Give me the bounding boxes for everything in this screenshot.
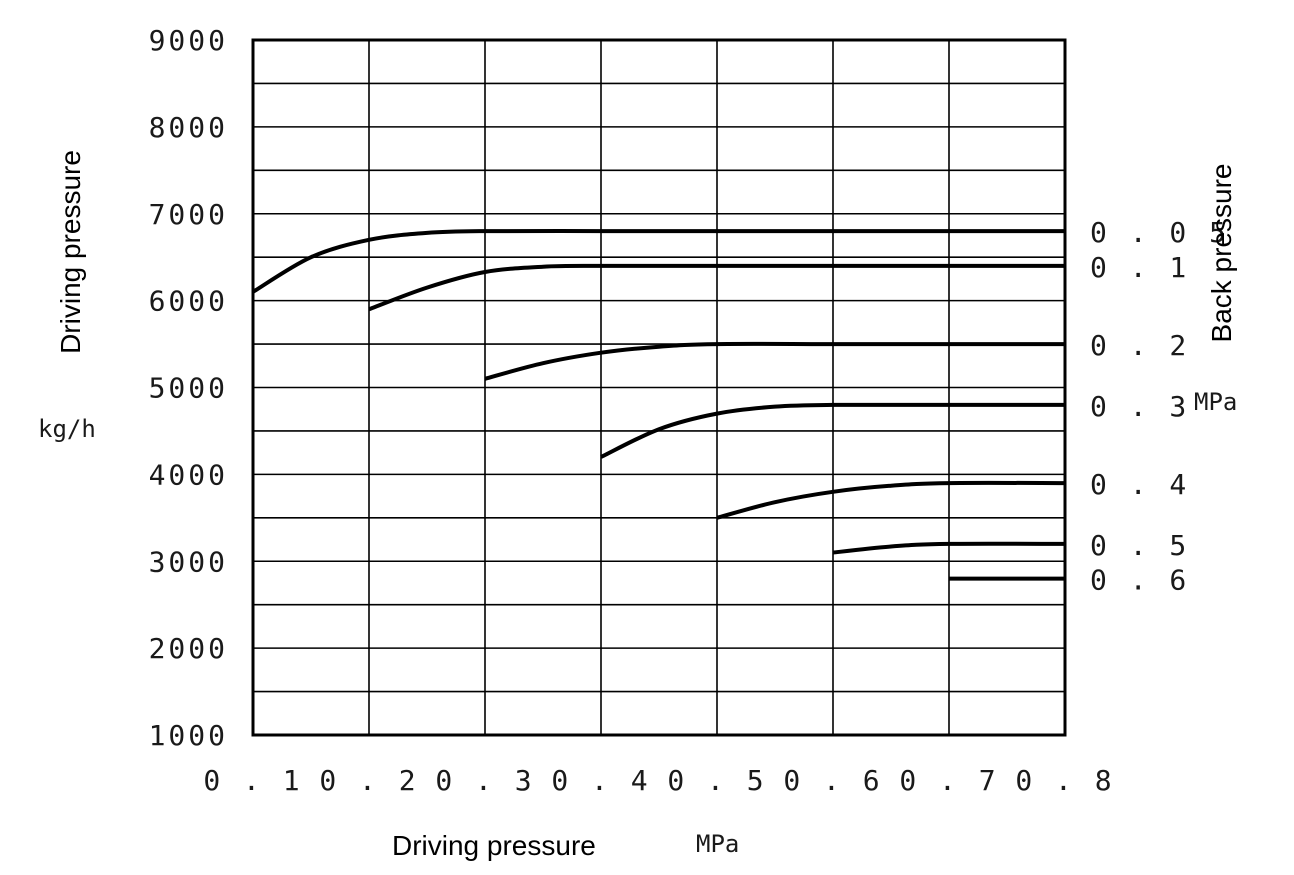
series-line-0-5 [832, 541, 1066, 555]
series-label-0-6: 0 . 6 [1090, 564, 1189, 597]
y-tick-label: 7000 [149, 198, 228, 231]
grid [252, 39, 1066, 736]
series-line-0-4 [716, 480, 1066, 520]
x-tick-label: 0 . 8 [1015, 764, 1114, 797]
series-line-0-2 [484, 341, 1065, 381]
plot-frame [251, 38, 1067, 737]
y-tick-label: 9000 [149, 24, 228, 57]
right-axis-unit: MPa [1194, 388, 1237, 416]
series-curves [251, 228, 1066, 581]
series-label-0-05: 0 . 0 5 [1090, 216, 1229, 249]
series-line-0-3 [600, 402, 1065, 459]
x-tick-label: 0 . 6 [783, 764, 882, 797]
y-tick-label: 5000 [149, 372, 228, 405]
x-tick-label: 0 . 2 [319, 764, 418, 797]
x-axis-unit: MPa [696, 830, 739, 858]
x-tick-labels: 0 . 1 0 . 2 0 . 3 0 . 4 0 . 5 0 . 6 0 . 7 0 . 8 [203, 764, 1114, 797]
series-labels: 0 . 0 50 . 1 0 . 2 0 . 3 0 . 4 0 . 50 . 6 [1090, 216, 1229, 597]
y-tick-label: 6000 [149, 285, 228, 318]
y-axis-unit: kg/h [38, 415, 96, 443]
series-label-0-1: 0 . 1 [1090, 251, 1189, 284]
x-tick-label: 0 . 5 [667, 764, 766, 797]
series-label-0-2: 0 . 2 [1090, 329, 1189, 362]
y-tick-label: 4000 [149, 458, 228, 491]
series-label-0-4: 0 . 4 [1090, 468, 1189, 501]
y-tick-labels: 1000 2000 3000 4000 5000 6000 7000 8000 9000 [149, 24, 228, 752]
series-line-0-05 [251, 228, 1065, 294]
series-line-0-1 [368, 263, 1065, 312]
right-axis-label: Back pressure [1206, 164, 1237, 343]
y-tick-label: 8000 [149, 111, 228, 144]
y-axis-label: Driving pressure [55, 150, 86, 354]
x-tick-label: 0 . 1 [203, 764, 302, 797]
y-tick-label: 3000 [149, 545, 228, 578]
x-tick-label: 0 . 3 [435, 764, 534, 797]
series-label-0-5: 0 . 5 [1090, 529, 1189, 562]
x-tick-label: 0 . 4 [551, 764, 650, 797]
series-label-0-3: 0 . 3 [1090, 390, 1189, 423]
x-tick-label: 0 . 7 [899, 764, 998, 797]
y-tick-label: 2000 [149, 632, 228, 665]
y-tick-label: 1000 [149, 719, 228, 752]
x-axis-label: Driving pressure [392, 830, 596, 861]
